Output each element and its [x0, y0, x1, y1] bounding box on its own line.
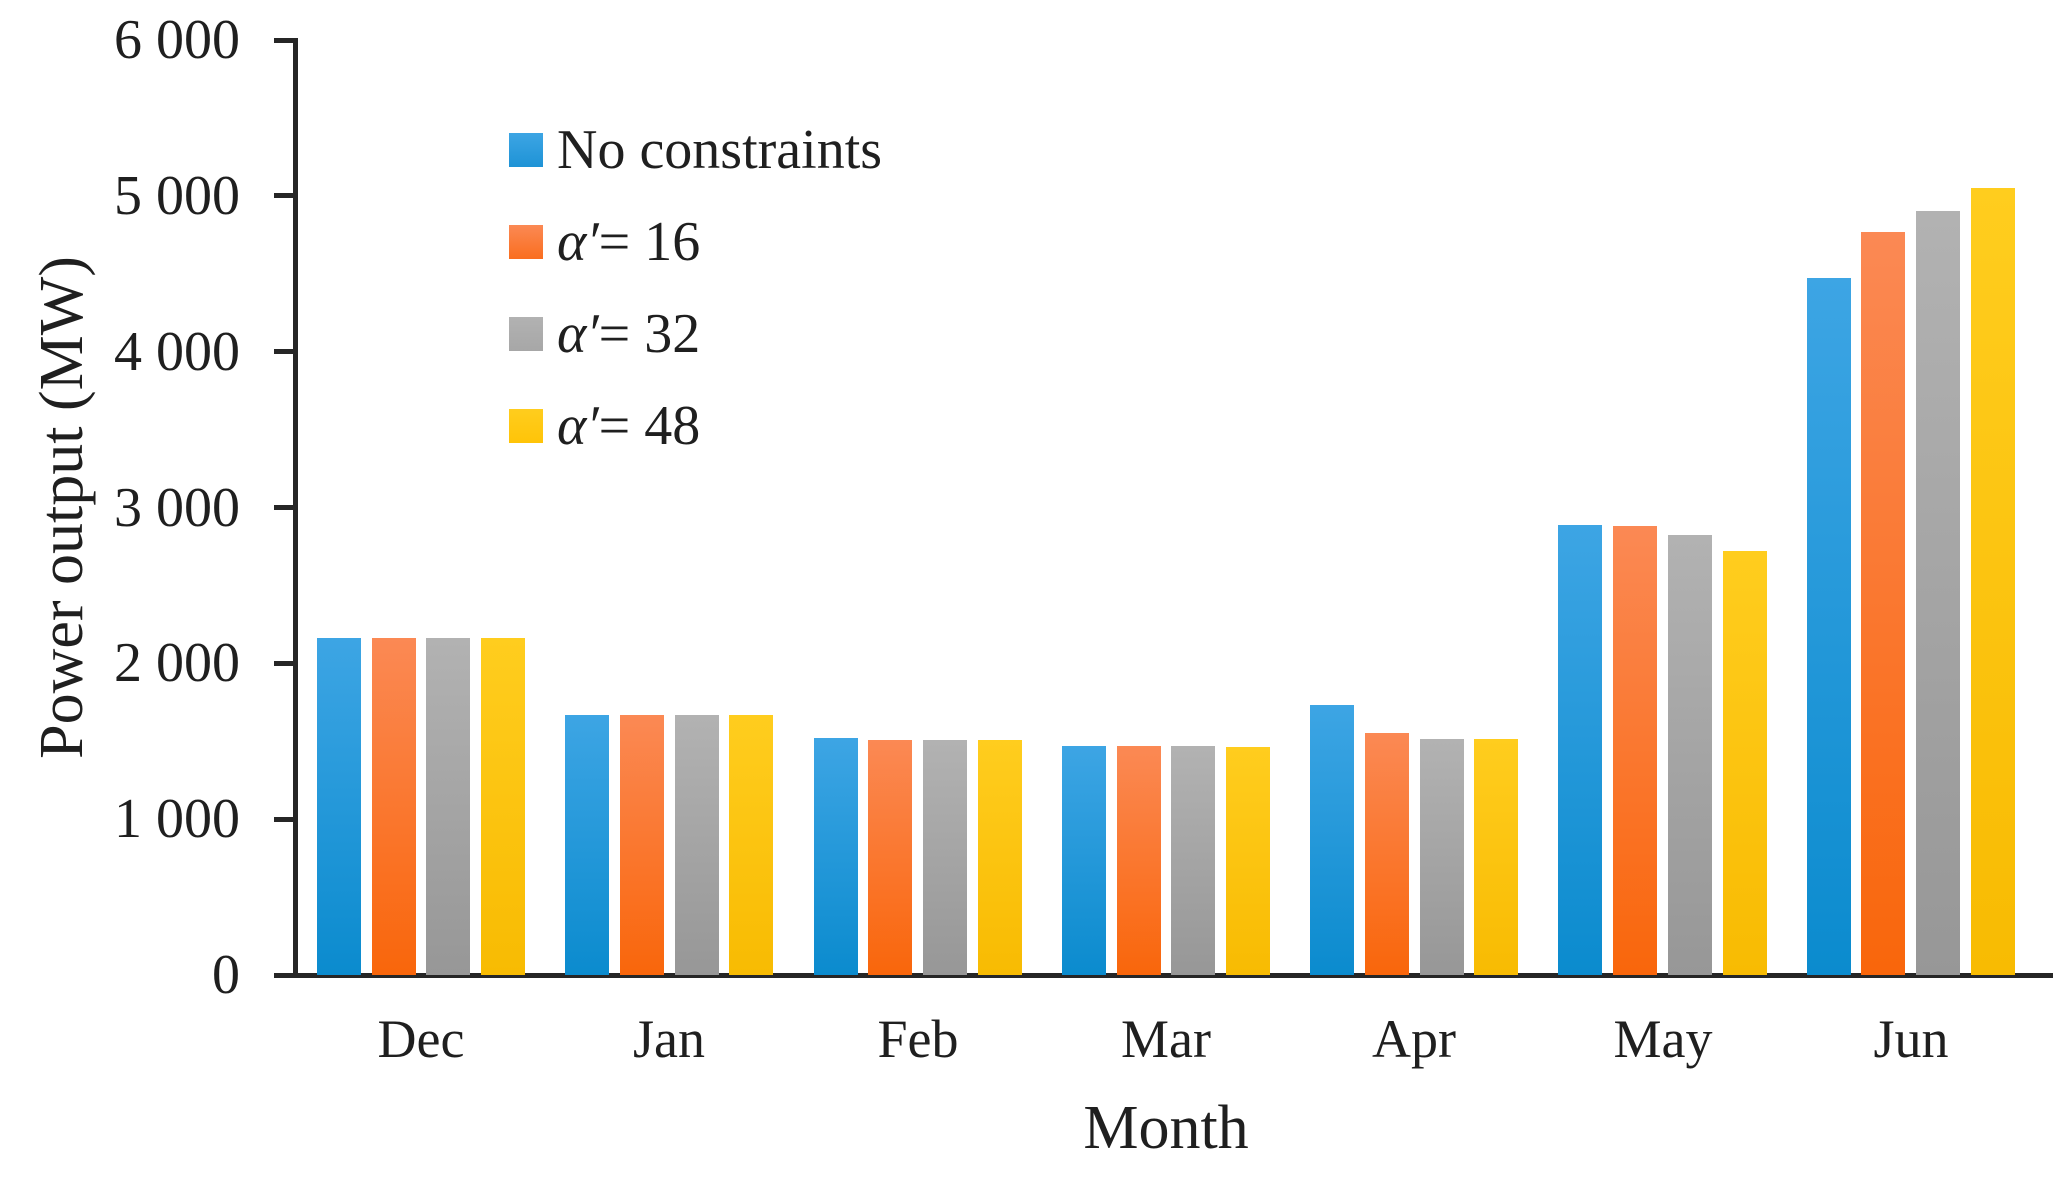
legend-item-alpha-16: α′= 16	[509, 196, 882, 288]
bar-dec-no-constraints	[317, 638, 361, 975]
x-tick-label-apr: Apr	[1372, 1009, 1456, 1069]
bar-jan-alpha-16	[620, 715, 664, 975]
bar-mar-alpha-32	[1171, 746, 1215, 975]
bar-dec-alpha-16	[372, 638, 416, 975]
legend-label-text: = 48	[598, 395, 701, 457]
legend-item-alpha-32: α′= 32	[509, 288, 882, 380]
bar-feb-alpha-48	[978, 740, 1022, 975]
legend-label-alpha-32: α′= 32	[557, 300, 700, 368]
bar-jun-alpha-16	[1861, 232, 1905, 975]
bar-may-no-constraints	[1558, 525, 1602, 975]
y-tick-label: 5 000	[114, 164, 240, 227]
y-tick-mark	[274, 972, 298, 978]
legend-swatch-alpha-48	[509, 409, 543, 443]
bar-may-alpha-32	[1668, 535, 1712, 975]
legend-label-no-constraints: No constraints	[557, 116, 882, 184]
bar-apr-alpha-32	[1420, 739, 1464, 975]
y-tick-label: 0	[212, 944, 240, 1006]
y-tick-mark	[274, 816, 298, 822]
bar-mar-alpha-16	[1117, 746, 1161, 975]
legend-label-text: = 16	[598, 211, 701, 273]
bar-feb-alpha-32	[923, 740, 967, 975]
x-tick-label-may: May	[1613, 1009, 1713, 1069]
legend-label-text: No constraints	[557, 119, 883, 181]
x-tick-label-jun: Jun	[1873, 1009, 1949, 1069]
x-tick-label-jan: Jan	[633, 1009, 705, 1069]
bar-jan-no-constraints	[565, 715, 609, 975]
bar-jan-alpha-48	[729, 715, 773, 975]
bar-jun-alpha-48	[1971, 188, 2015, 975]
bar-jun-no-constraints	[1807, 278, 1851, 975]
legend-swatch-no-constraints	[509, 133, 543, 167]
y-tick-label: 4 000	[114, 320, 240, 383]
bar-mar-no-constraints	[1062, 746, 1106, 975]
legend-label-alpha-16: α′= 16	[557, 208, 700, 276]
bar-apr-alpha-48	[1474, 739, 1518, 975]
bar-apr-alpha-16	[1365, 733, 1409, 975]
y-tick-label: 1 000	[114, 788, 240, 851]
y-tick-label: 2 000	[114, 632, 240, 695]
y-tick-mark	[274, 660, 298, 666]
y-tick-mark	[274, 37, 298, 43]
bar-dec-alpha-32	[426, 638, 470, 975]
legend-item-no-constraints: No constraints	[509, 104, 882, 196]
legend-label-alpha-48: α′= 48	[557, 392, 700, 460]
legend-label-symbol: α′	[557, 303, 599, 365]
y-tick-label: 3 000	[114, 476, 240, 539]
bar-jan-alpha-32	[675, 715, 719, 975]
x-axis-line	[293, 973, 2053, 978]
legend-swatch-alpha-16	[509, 225, 543, 259]
legend-item-alpha-48: α′= 48	[509, 380, 882, 472]
y-tick-mark	[274, 505, 298, 510]
bar-jun-alpha-32	[1916, 211, 1960, 975]
legend-swatch-alpha-32	[509, 317, 543, 351]
legend-label-symbol: α′	[557, 211, 599, 273]
y-tick-label: 6 000	[114, 9, 240, 71]
x-tick-label-dec: Dec	[377, 1009, 465, 1069]
x-tick-label-feb: Feb	[877, 1009, 959, 1069]
y-tick-mark	[274, 193, 298, 199]
bar-mar-alpha-48	[1226, 747, 1270, 975]
bar-dec-alpha-48	[481, 638, 525, 975]
bar-apr-no-constraints	[1310, 705, 1354, 975]
legend-label-symbol: α′	[557, 395, 599, 457]
bar-feb-no-constraints	[814, 738, 858, 975]
legend-label-text: = 32	[598, 303, 701, 365]
x-tick-label-mar: Mar	[1121, 1009, 1211, 1069]
x-axis-title: Month	[1083, 1094, 1249, 1162]
legend: No constraints α′= 16 α′= 32 α′= 48	[509, 104, 882, 472]
y-tick-mark	[274, 349, 298, 355]
bar-may-alpha-48	[1723, 551, 1767, 975]
bar-may-alpha-16	[1613, 526, 1657, 975]
bar-feb-alpha-16	[868, 740, 912, 975]
